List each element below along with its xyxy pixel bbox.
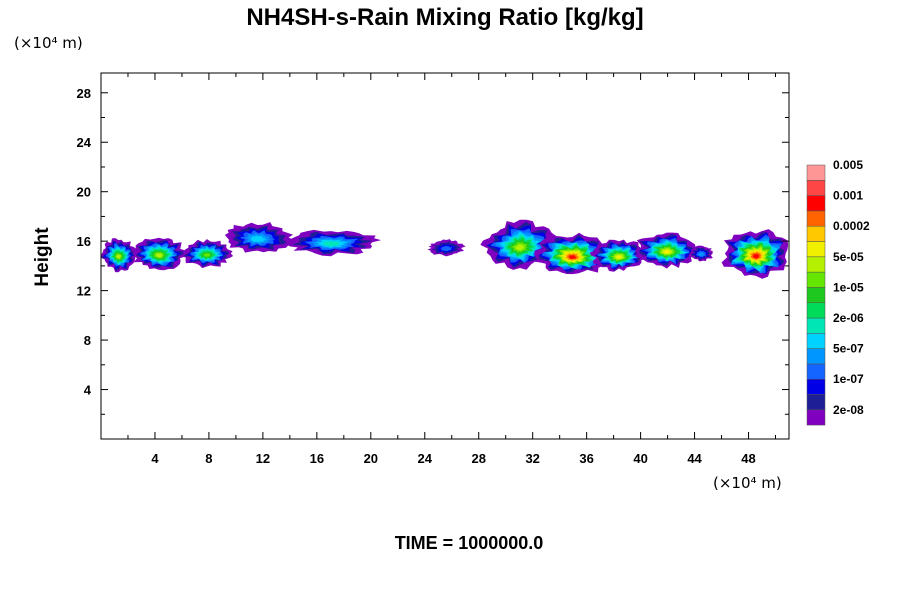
contour-level xyxy=(116,254,121,259)
colorbar-label: 1e-07 xyxy=(833,372,864,386)
contour-level xyxy=(440,245,453,252)
contour-level xyxy=(514,244,525,251)
y-tick-label: 4 xyxy=(84,383,92,398)
x-tick-label: 8 xyxy=(205,451,212,466)
y-axis-ticks: 4 8 12 16 20 24 28 xyxy=(77,86,789,415)
contour-level xyxy=(203,253,211,257)
cloud-patch xyxy=(534,232,611,275)
cloud-patch xyxy=(132,237,187,271)
cloud-patch xyxy=(589,239,647,272)
mixing-ratio-field xyxy=(101,219,789,279)
cloud-patch xyxy=(721,229,789,279)
x-tick-label: 44 xyxy=(687,451,702,466)
colorbar-swatch xyxy=(806,195,826,212)
colorbar: 2e-08 1e-07 5e-07 2e-06 1e-05 5e-05 0.0002 0.00… xyxy=(806,158,870,426)
colorbar-swatch xyxy=(806,394,826,411)
x-tick-label: 28 xyxy=(471,451,485,466)
cloud-patch xyxy=(427,239,466,257)
time-label: TIME = 1000000.0 xyxy=(395,533,544,553)
colorbar-swatch xyxy=(806,363,826,380)
x-tick-label: 48 xyxy=(741,451,755,466)
colorbar-swatch xyxy=(806,378,826,395)
colorbar-swatch xyxy=(806,180,826,196)
contour-level xyxy=(662,249,672,254)
colorbar-label: 5e-07 xyxy=(833,342,864,356)
colorbar-label: 5e-05 xyxy=(833,250,864,264)
cloud-patch xyxy=(181,239,234,269)
x-tick-label: 4 xyxy=(151,451,159,466)
x-tick-label: 36 xyxy=(579,451,593,466)
y-axis-label: Height xyxy=(32,227,53,287)
colorbar-swatch xyxy=(806,164,826,181)
colorbar-swatch xyxy=(806,210,826,227)
colorbar-swatch xyxy=(806,241,826,258)
cloud-patch xyxy=(101,238,137,273)
x-tick-label: 32 xyxy=(525,451,539,466)
chart-title: NH4SH-s-Rain Mixing Ratio [kg/kg] xyxy=(246,4,643,31)
colorbar-swatch xyxy=(806,409,826,426)
y-tick-label: 8 xyxy=(84,333,91,348)
cloud-patch xyxy=(635,232,702,269)
colorbar-swatch xyxy=(806,348,826,365)
colorbar-label: 0.005 xyxy=(833,158,863,172)
colorbar-swatch xyxy=(806,225,826,242)
contour-level xyxy=(752,253,760,259)
colorbar-swatch xyxy=(806,256,826,273)
contour-level xyxy=(321,241,342,247)
colorbar-label: 0.001 xyxy=(833,189,863,203)
x-axis-unit: (×10⁴ m) xyxy=(713,474,782,492)
cloud-patch xyxy=(688,245,713,262)
x-tick-label: 24 xyxy=(418,451,433,466)
colorbar-label: 2e-08 xyxy=(833,403,864,417)
cloud-patch xyxy=(285,229,382,257)
cloud-patch xyxy=(224,222,295,253)
colorbar-label: 1e-05 xyxy=(833,280,864,294)
contour-level xyxy=(155,253,163,258)
colorbar-swatch xyxy=(806,333,826,349)
x-tick-label: 20 xyxy=(364,451,378,466)
y-tick-label: 28 xyxy=(77,86,91,101)
plot-frame xyxy=(100,72,790,440)
colorbar-swatch xyxy=(806,287,826,303)
colorbar-swatch xyxy=(806,317,826,334)
contour-level xyxy=(698,252,705,257)
y-tick-label: 20 xyxy=(77,185,91,200)
y-tick-label: 16 xyxy=(77,234,91,249)
colorbar-label: 0.0002 xyxy=(833,219,870,233)
x-tick-label: 16 xyxy=(310,451,324,466)
contour-level xyxy=(568,254,577,260)
x-axis-ticks: 4 8 12 16 20 24 28 32 36 40 44 48 xyxy=(127,73,777,466)
contour-level xyxy=(249,235,267,243)
colorbar-swatch xyxy=(806,302,826,319)
y-tick-label: 24 xyxy=(77,135,92,150)
x-tick-label: 40 xyxy=(633,451,647,466)
y-axis-unit: (×10⁴ m) xyxy=(14,34,83,52)
contour-level xyxy=(615,255,623,260)
x-tick-label: 12 xyxy=(256,451,270,466)
colorbar-label: 2e-06 xyxy=(833,311,864,325)
y-tick-label: 12 xyxy=(77,284,91,299)
colorbar-swatch xyxy=(806,271,826,288)
